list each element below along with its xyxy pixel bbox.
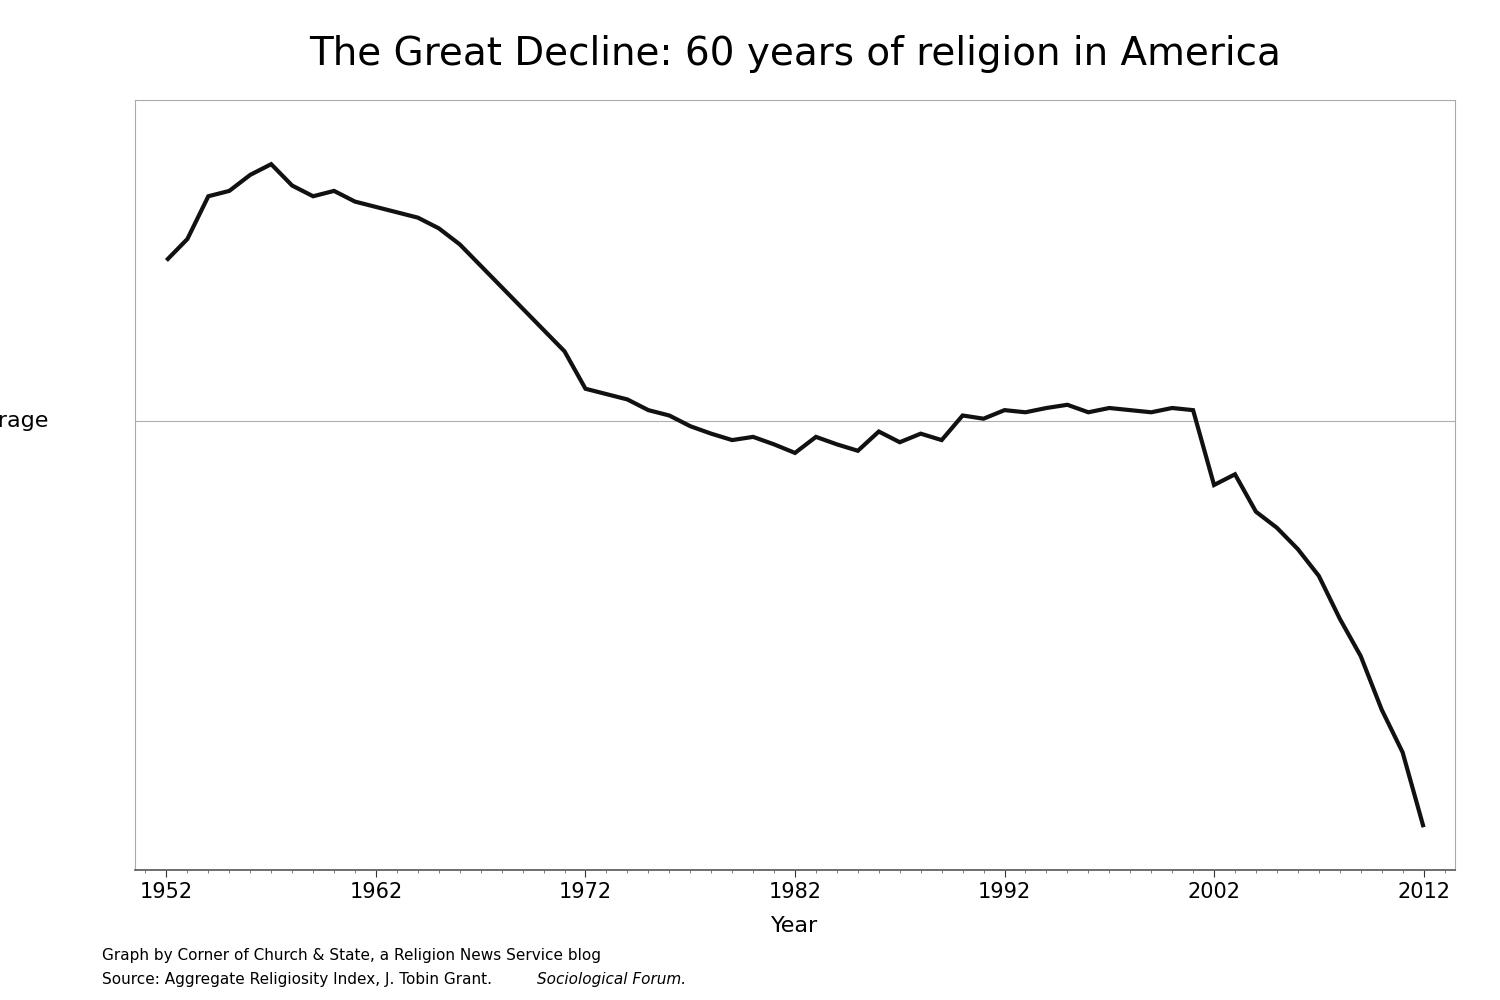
Text: Sociological Forum.: Sociological Forum. (537, 972, 686, 987)
Text: Graph by Corner of Church & State, a Religion News Service blog: Graph by Corner of Church & State, a Rel… (102, 948, 602, 963)
Text: Source: Aggregate Religiosity Index, J. Tobin Grant.: Source: Aggregate Religiosity Index, J. … (102, 972, 496, 987)
Title: The Great Decline: 60 years of religion in America: The Great Decline: 60 years of religion … (309, 35, 1281, 73)
X-axis label: Year: Year (771, 916, 819, 936)
Text: Average: Average (0, 411, 50, 431)
